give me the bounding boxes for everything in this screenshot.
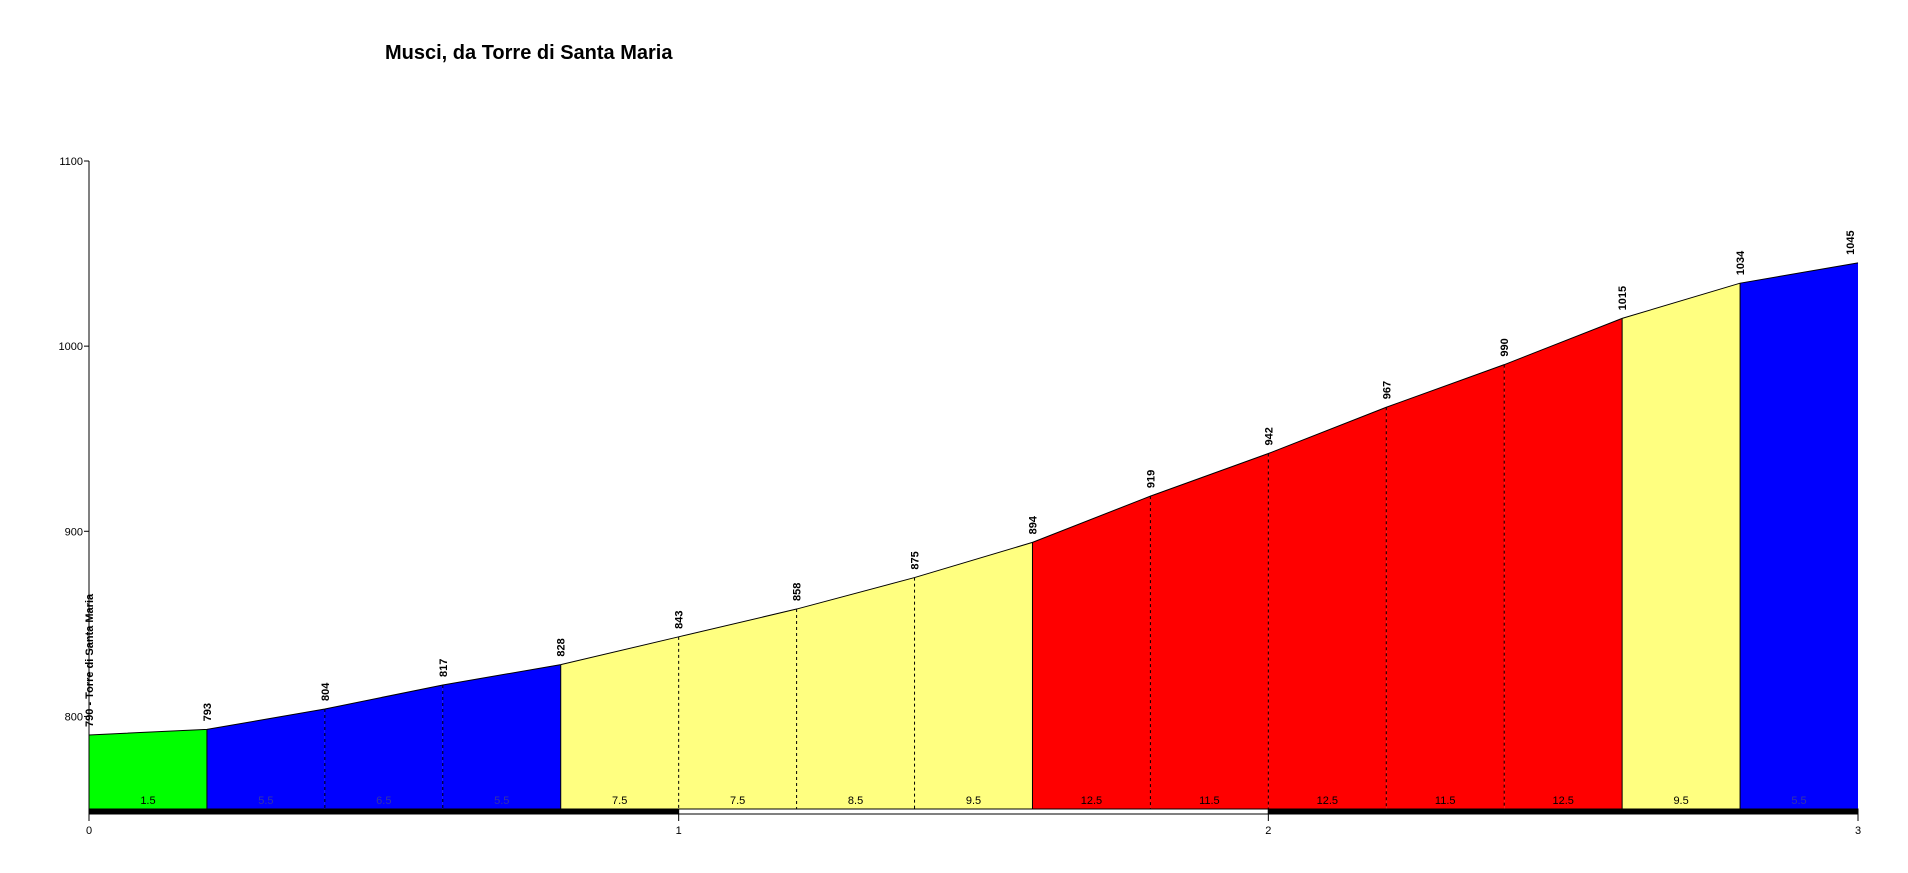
profile-segment	[324, 684, 443, 809]
segment-gradient-label: 8.5	[848, 795, 863, 807]
point-elevation-label: 1045	[1845, 230, 1857, 254]
chart-title: Musci, da Torre di Santa Maria	[385, 42, 673, 64]
segment-gradient-label: 5.5	[494, 795, 509, 807]
profile-segment	[1386, 364, 1505, 809]
point-elevation-label: 967	[1381, 381, 1393, 399]
x-tick-label: 0	[86, 825, 92, 837]
segment-gradient-label: 7.5	[730, 795, 745, 807]
y-tick-label: 1100	[59, 156, 83, 168]
x-axis-km-band	[1267, 808, 1859, 815]
y-tick-label: 800	[65, 711, 83, 723]
segment-gradient-label: 12.5	[1081, 795, 1102, 807]
segment-gradient-label: 12.5	[1552, 795, 1573, 807]
x-tick-label: 2	[1265, 825, 1271, 837]
profile-line	[88, 262, 1859, 736]
profile-segment	[1622, 283, 1741, 809]
segment-gradient-label: 6.5	[376, 795, 391, 807]
segment-gradient-label: 7.5	[612, 795, 627, 807]
profile-segment	[1032, 496, 1151, 809]
profile-segment	[1504, 318, 1623, 809]
profile-segment	[89, 729, 207, 809]
segment-gradient-label: 5.5	[1791, 795, 1806, 807]
y-tick-label: 900	[65, 526, 83, 538]
x-axis-km-band	[88, 808, 680, 815]
profile-segment	[1268, 407, 1387, 809]
segment-gradient-label: 5.5	[258, 795, 273, 807]
point-elevation-label: 894	[1027, 515, 1039, 534]
segment-gradient-label: 9.5	[1673, 795, 1688, 807]
point-elevation-label: 919	[1145, 470, 1157, 488]
point-elevation-label: 804	[320, 682, 332, 701]
y-tick-label: 1000	[59, 341, 83, 353]
profile-segment	[1150, 453, 1269, 809]
profile-segment	[560, 636, 679, 809]
point-elevation-label: 843	[674, 610, 686, 628]
segment-gradient-label: 11.5	[1435, 795, 1456, 807]
point-elevation-label: 828	[556, 638, 568, 656]
x-tick-label: 1	[676, 825, 682, 837]
segment-gradient-label: 1.5	[140, 795, 155, 807]
segment-gradient-label: 11.5	[1199, 795, 1220, 807]
segment-gradient-label: 9.5	[966, 795, 981, 807]
point-elevation-label: 942	[1263, 427, 1275, 445]
point-elevation-label: 990	[1499, 338, 1511, 356]
profile-segment	[442, 664, 561, 809]
start-elevation-label: 790 - Torre di Santa Maria	[84, 593, 96, 727]
segment-gradient-label: 12.5	[1317, 795, 1338, 807]
profile-segment	[678, 609, 797, 809]
point-elevation-label: 817	[438, 659, 450, 677]
profile-segment	[1740, 262, 1858, 809]
point-elevation-label: 875	[910, 551, 922, 569]
point-elevation-label: 1034	[1735, 250, 1747, 275]
point-elevation-label: 793	[202, 703, 214, 721]
x-axis-km-band	[678, 808, 1269, 815]
profile-segment	[914, 542, 1033, 809]
profile-segment	[206, 709, 325, 809]
x-tick-label: 3	[1855, 825, 1861, 837]
point-elevation-label: 1015	[1617, 286, 1629, 310]
point-elevation-label: 858	[792, 583, 804, 601]
profile-segment	[796, 577, 915, 809]
